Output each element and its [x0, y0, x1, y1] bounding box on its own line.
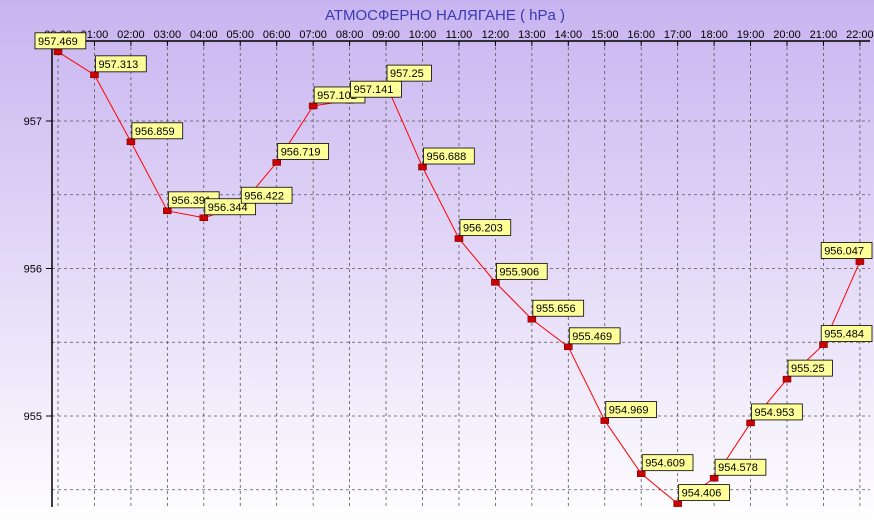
x-tick-label: 05:00 — [226, 29, 254, 41]
x-tick-label: 08:00 — [336, 29, 364, 41]
data-label: 956.688 — [427, 151, 467, 163]
data-point-marker — [709, 474, 719, 482]
data-label-box — [34, 32, 87, 50]
data-point-marker — [819, 341, 828, 348]
data-label-box — [678, 484, 730, 502]
data-label-box — [131, 122, 184, 140]
data-label: 954.953 — [755, 407, 795, 419]
x-tick-label: 22:00 — [846, 29, 874, 41]
data-label: 954.969 — [609, 405, 649, 417]
data-point-marker — [636, 470, 646, 477]
data-label: 957.25 — [390, 68, 424, 80]
grid — [52, 41, 870, 507]
x-tick-label: 09:00 — [372, 29, 400, 41]
data-label-box — [751, 403, 803, 421]
data-label: 955.484 — [824, 329, 864, 341]
data-label: 955.906 — [499, 266, 539, 278]
data-label: 956.203 — [463, 223, 503, 235]
data-label: 956.422 — [244, 190, 284, 202]
data-point-marker — [564, 343, 573, 351]
y-tick-label: 957 — [24, 116, 42, 128]
data-label-box — [495, 262, 548, 280]
data-label: 954.609 — [645, 458, 685, 470]
data-label-box — [459, 219, 512, 236]
data-label: 957.102 — [317, 90, 357, 102]
data-label-box — [605, 401, 657, 418]
data-label: 956.391 — [171, 195, 211, 207]
data-point-marker — [673, 500, 682, 507]
data-point-marker — [272, 159, 281, 166]
data-label-box — [787, 359, 833, 377]
data-label-box — [532, 299, 585, 317]
x-tick-label: 02:00 — [117, 29, 145, 41]
data-point-marker — [126, 138, 136, 146]
x-tick-label: 03:00 — [154, 29, 182, 41]
data-label-box — [820, 242, 873, 259]
data-point-marker — [90, 71, 99, 79]
data-label: 955.25 — [791, 363, 825, 375]
data-point-marker — [527, 315, 537, 323]
data-label-box — [568, 327, 621, 345]
x-tick-label: 07:00 — [299, 29, 327, 41]
data-label: 957.313 — [98, 59, 138, 71]
data-label: 957.141 — [354, 84, 394, 96]
tick-labels: 00:0001:0002:0003:0004:0005:0006:0007:00… — [24, 29, 874, 423]
y-tick-label: 955 — [24, 411, 42, 423]
data-point-marker — [163, 207, 172, 215]
data-label: 954.406 — [682, 488, 722, 500]
x-tick-label: 01:00 — [81, 29, 109, 41]
data-label-box — [277, 143, 329, 160]
data-point-marker — [199, 214, 209, 222]
data-label-box — [350, 80, 402, 98]
x-tick-label: 17:00 — [664, 29, 692, 41]
data-label-box — [386, 64, 432, 82]
x-tick-label: 15:00 — [591, 29, 619, 41]
data-label: 956.344 — [208, 202, 248, 214]
data-label: 956.047 — [824, 246, 864, 258]
x-tick-label: 12:00 — [482, 29, 510, 41]
x-tick-label: 06:00 — [263, 29, 291, 41]
x-tick-label: 10:00 — [409, 29, 437, 41]
x-tick-label: 11:00 — [446, 29, 473, 41]
x-tick-label: 21:00 — [810, 29, 838, 41]
x-tick-label: 16:00 — [627, 29, 655, 41]
x-tick-label: 19:00 — [737, 29, 765, 41]
data-label: 955.469 — [572, 331, 612, 343]
data-label-box — [641, 454, 694, 472]
data-label: 957.469 — [38, 36, 78, 48]
data-point-marker — [53, 48, 63, 56]
data-labels: 957.469 957.313 956.859 956.391956.344956.4… — [34, 32, 873, 502]
data-label: 954.578 — [718, 462, 758, 474]
axes — [51, 40, 870, 507]
data-point-marker — [491, 279, 500, 286]
x-tick-label: 13:00 — [518, 29, 546, 41]
data-point-marker — [600, 417, 609, 424]
data-label-box — [714, 458, 767, 476]
data-point-marker — [418, 163, 427, 171]
data-label: 956.719 — [281, 146, 321, 158]
data-point-marker — [746, 419, 755, 427]
x-tick-label: 20:00 — [773, 29, 801, 41]
chart-title: АТМОСФЕРНО НАЛЯГАНЕ ( hPa ) — [325, 7, 565, 24]
data-point-marker — [855, 258, 865, 265]
data-label-box — [423, 147, 475, 165]
data-point-marker — [454, 235, 464, 242]
data-label-box — [240, 186, 293, 204]
x-tick-label: 18:00 — [700, 29, 728, 41]
x-tick-label: 04:00 — [190, 29, 218, 41]
y-tick-label: 956 — [24, 264, 42, 276]
data-label: 956.859 — [135, 126, 175, 138]
data-label-box — [820, 325, 873, 343]
data-point-marker — [308, 102, 318, 110]
x-tick-label: 14:00 — [555, 29, 583, 41]
data-label-box — [95, 55, 147, 73]
data-label: 955.656 — [536, 303, 576, 315]
data-point-marker — [782, 375, 792, 383]
